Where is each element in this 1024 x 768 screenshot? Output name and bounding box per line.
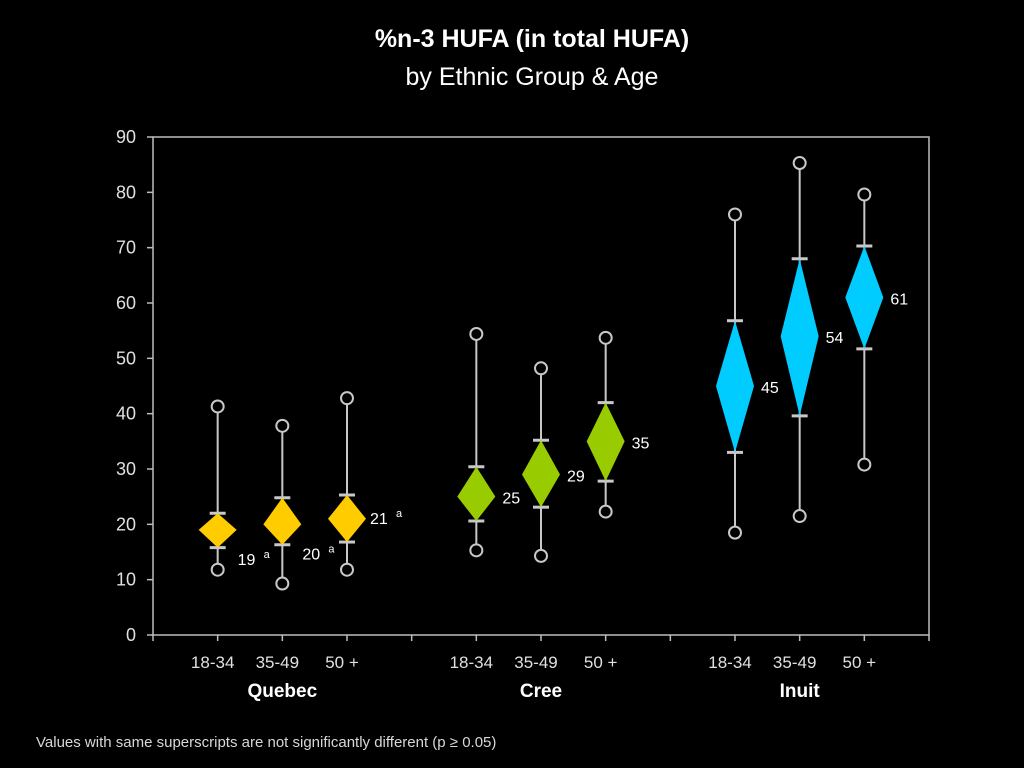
category-label: 18-34 [450,653,493,672]
y-tick-label: 60 [116,293,136,313]
mean-diamond [586,402,625,482]
chart-subtitle: by Ethnic Group & Age [406,63,659,91]
mean-diamond [780,258,819,416]
max-point [534,361,548,376]
group-label: Quebec [247,681,317,702]
mean-diamond [716,320,754,453]
y-tick-label: 20 [116,514,136,534]
category-label: 35-49 [256,653,299,672]
y-axis: 0 10 20 30 40 50 60 70 80 90 [116,127,153,645]
y-tick-label: 70 [116,238,136,258]
value-label: 29 [567,469,585,486]
group-label: Inuit [780,681,821,702]
min-point [598,504,613,519]
mean-diamond [522,440,560,508]
value-label: 35 [632,435,650,452]
max-point [340,391,354,406]
max-point [469,326,484,341]
y-tick-label: 0 [126,625,136,645]
min-point [340,562,354,577]
value-label: 61 [890,291,908,308]
footnote: Values with same superscripts are not si… [36,734,496,751]
series-quebec: 19 a 20 a 21 a [198,391,403,591]
superscript-label: a [264,549,271,561]
value-label: 25 [502,491,520,508]
max-point [728,207,742,222]
value-label: 19 [238,552,256,569]
category-label: 35-49 [514,653,557,672]
max-point [275,418,290,433]
max-point [792,156,807,171]
x-axis: Quebec 18-34 35-49 50 + Cree 18-34 35-49 50 + In… [152,635,930,702]
mean-diamond [845,246,884,349]
y-tick-label: 40 [116,404,136,424]
chart-title: %n-3 HUFA (in total HUFA) [375,25,689,53]
max-point [210,399,225,414]
mean-diamond [198,513,237,548]
min-point [275,576,290,591]
max-point [857,187,872,202]
y-tick-label: 10 [116,570,136,590]
group-label: Cree [520,681,562,702]
value-label: 21 [370,511,388,528]
category-label: 50 + [325,653,359,672]
superscript-label: a [328,543,335,555]
y-tick-label: 30 [116,459,136,479]
superscript-label: a [396,508,403,520]
min-point [534,548,548,563]
category-label: 50 + [584,653,618,672]
mean-diamond [263,497,302,545]
value-label: 20 [302,546,320,563]
min-point [210,562,225,577]
min-point [728,525,742,540]
max-point [598,330,613,345]
mean-diamond [457,466,496,522]
category-label: 35-49 [773,653,816,672]
value-label: 45 [761,380,779,397]
category-label: 18-34 [708,653,751,672]
mean-diamond [328,495,366,543]
y-tick-label: 80 [116,182,136,202]
series-inuit: 45 54 61 [716,156,908,540]
y-tick-label: 50 [116,348,136,368]
series-cree: 25 29 35 [457,326,650,563]
min-point [857,457,872,472]
series-layer: 19 a 20 a 21 a 25 29 35 45 54 61 [198,156,908,591]
category-label: 50 + [843,653,877,672]
min-point [792,509,807,524]
value-label: 54 [826,330,844,347]
min-point [469,543,484,558]
category-label: 18-34 [191,653,234,672]
y-tick-label: 90 [116,127,136,147]
